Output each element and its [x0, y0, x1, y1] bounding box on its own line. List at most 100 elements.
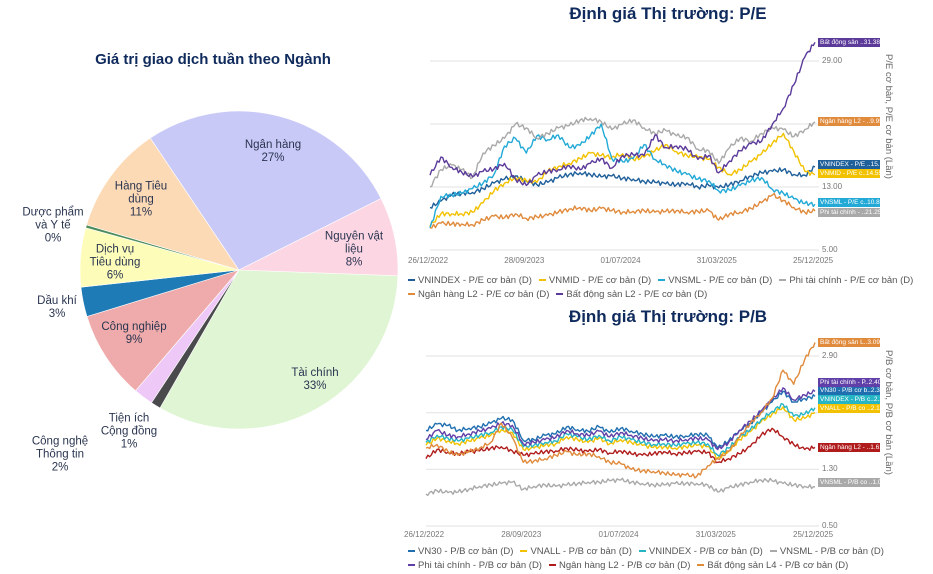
pie-label-name: Dịch vụ Tiêu dùng: [89, 243, 141, 269]
legend-swatch: [658, 279, 666, 282]
legend-item[interactable]: Bất động sản L4 - P/B cơ bản (D): [697, 559, 848, 573]
series-end-tag-value: 21.25: [865, 209, 880, 216]
legend-item[interactable]: Bất động sản L2 - P/E cơ bản (D): [556, 288, 707, 302]
pie-chart: [79, 110, 399, 430]
pie-title: Giá trị giao dịch tuần theo Ngành: [95, 51, 331, 68]
series-end-tag: Ngân hàng L2 - ..1.61: [818, 443, 880, 452]
legend-item[interactable]: VNINDEX - P/B cơ bản (D): [638, 545, 763, 559]
pie-label-name: Tiện ích Cộng đồng: [100, 412, 158, 438]
legend: VN30 - P/B cơ bản (D) VNALL - P/B cơ bản …: [408, 545, 891, 573]
series-end-tag-name: VN30 - P/B cơ b..: [820, 387, 871, 394]
x-tick-label: 31/03/2025: [696, 256, 737, 265]
series-line: [425, 387, 816, 451]
pie-label: Công nghiệp 9%: [89, 321, 179, 347]
pie-label: Tài chính 33%: [275, 367, 355, 393]
legend-label: Bất động sản L2 - P/E cơ bản (D): [566, 289, 708, 300]
legend-swatch: [769, 550, 777, 553]
pie-label-name: Dược phẩm và Y tế: [22, 206, 84, 232]
legend-item[interactable]: VNSML - P/B cơ bản (D): [769, 545, 884, 559]
pie-label-name: Công nghiệp: [101, 321, 167, 333]
series-end-tag-value: 31.38: [863, 39, 880, 46]
legend-item[interactable]: VNSML - P/E cơ bản (D): [658, 274, 772, 288]
legend-item[interactable]: Ngân hàng L2 - P/B cơ bản (D): [548, 559, 690, 573]
y-tick-label: 0.50: [822, 521, 838, 530]
pie-slice-9[interactable]: [149, 110, 382, 271]
series-end-tag-name: Bất động sản L..: [820, 339, 868, 346]
pie-label-name: Ngân hàng: [244, 139, 302, 151]
series-line: [430, 192, 816, 229]
legend-item[interactable]: Phi tài chính - P/B cơ bản (D): [408, 559, 542, 573]
series-end-tag-name: VNMID - P/E c..: [820, 170, 866, 177]
series-end-tag-name: Ngân hàng L2 - ..: [820, 444, 871, 451]
pie-label-percent: 6%: [106, 269, 124, 282]
legend-item[interactable]: VN30 - P/B cơ bản (D): [408, 545, 513, 559]
series-line: [429, 165, 816, 209]
series-end-tag-name: Bất động sản ..: [820, 39, 864, 46]
pie-label: Nguyên vật liệu 8%: [318, 231, 390, 270]
pie-label-name: Dầu khí: [37, 295, 77, 307]
x-tick-label: 31/03/2025: [695, 530, 736, 539]
legend-swatch: [408, 293, 415, 296]
pie-label-percent: 0%: [44, 232, 62, 245]
x-tick-label: 28/09/2023: [501, 530, 542, 539]
series-end-tag-value: 10.82: [867, 199, 880, 206]
legend-label: VNSML - P/E cơ bản (D): [668, 275, 773, 286]
pie-label: Hàng Tiêu dùng 11%: [111, 181, 171, 220]
series-end-tag-value: 2.17: [873, 396, 880, 403]
pie-slice-10[interactable]: [238, 198, 399, 277]
series-line: [425, 342, 816, 479]
series-end-tag: VNMID - P/E c..14.55: [818, 169, 880, 178]
x-tick-label: 01/07/2024: [598, 530, 639, 539]
pie-label-name: Tài chính: [291, 367, 339, 379]
legend-label: VNINDEX - P/E cơ bản (D): [418, 275, 532, 286]
pie-slice-1[interactable]: [159, 269, 399, 430]
x-tick-label: 25/12/2025: [793, 530, 834, 539]
series-end-tag-name: Phi tài chính - ..: [820, 209, 866, 216]
y-axis-title: P/B cơ bản, P/B cơ bản (Lần): [883, 350, 894, 475]
series-end-tag: Bất động sản L.. 3.09: [818, 338, 880, 347]
pe-chart-title: Định giá Thị trường: P/E: [569, 4, 767, 23]
legend-item[interactable]: VNMID - P/E cơ bản (D): [538, 274, 651, 288]
y-tick-label: 2.90: [822, 351, 838, 360]
series-line: [429, 41, 816, 187]
legend-swatch: [548, 564, 556, 567]
pie-label: Công nghệ Thông tin 2%: [30, 436, 90, 475]
series-end-tag-value: 15.54: [870, 161, 880, 168]
series-end-tag-name: VNALL - P/B co ..: [820, 405, 871, 412]
pie-slice-8[interactable]: [86, 137, 240, 271]
pie-label-name: Hàng Tiêu dùng: [114, 180, 168, 206]
legend-swatch: [408, 564, 415, 567]
legend-label: VNINDEX - P/B cơ bản (D): [648, 546, 763, 557]
x-tick-label: 26/12/2022: [404, 530, 445, 539]
pie-slice-4[interactable]: [86, 269, 240, 392]
pie-label-percent: 33%: [303, 380, 327, 392]
legend-label: Phi tài chính - P/E cơ bản (D): [789, 275, 914, 286]
legend-swatch: [538, 279, 546, 282]
x-tick-label: 26/12/2022: [408, 256, 449, 265]
legend-item[interactable]: Ngân hàng L2 - P/E cơ bản (D): [408, 288, 549, 302]
series-end-tag-value: 2.40: [868, 379, 880, 386]
series-end-tag: Ngân hàng L2 - ..9.95: [818, 117, 880, 126]
legend-swatch: [408, 279, 415, 282]
legend-swatch: [697, 564, 705, 567]
series-end-tag: VNSML - P/B co ..1.05: [818, 478, 880, 487]
pie-label-name: Nguyên vật liệu: [324, 230, 384, 256]
pie-label-percent: 11%: [129, 206, 153, 219]
pie-label-percent: 8%: [345, 256, 363, 269]
series-end-tag: VNALL - P/B co ..2.10: [818, 404, 880, 413]
y-tick-label: 29.00: [822, 56, 843, 65]
series-end-tag-name: Phi tài chính - P..: [820, 379, 869, 386]
legend-item[interactable]: Phi tài chính - P/E cơ bản (D): [779, 274, 913, 288]
legend-label: VNSML - P/B cơ bản (D): [779, 546, 884, 557]
series-line: [425, 403, 816, 457]
legend-item[interactable]: VNINDEX - P/E cơ bản (D): [408, 274, 532, 288]
series-end-tag: VNINDEX - P/B c..2.17: [818, 395, 880, 404]
legend-item[interactable]: VNALL - P/B cơ bản (D): [520, 545, 632, 559]
series-line: [425, 406, 816, 459]
series-end-tag-value: 14.55: [865, 170, 880, 177]
legend: VNINDEX - P/E cơ bản (D) VNMID - P/E cơ b…: [408, 274, 920, 302]
legend-swatch: [556, 293, 564, 296]
series-end-tag: Phi tài chính - P.. 2.40: [818, 378, 880, 387]
